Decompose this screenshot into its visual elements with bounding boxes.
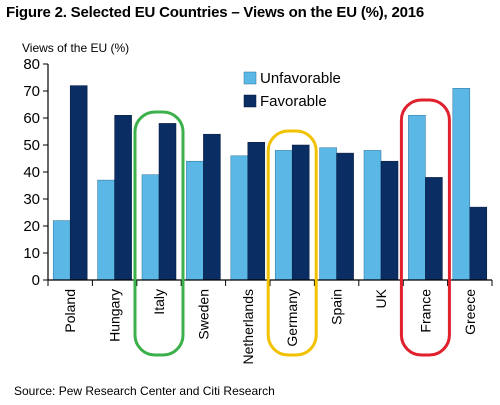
category-label-germany: Germany — [284, 289, 300, 347]
bar-favorable-poland — [69, 85, 88, 281]
highlight-oval-germany — [266, 129, 318, 357]
y-tick-label: 30 — [23, 191, 40, 208]
legend-swatch-unfavorable — [243, 71, 257, 85]
figure-source: Source: Pew Research Center and Citi Res… — [14, 384, 275, 398]
bar-favorable-netherlands — [247, 142, 266, 281]
category-label-greece: Greece — [462, 289, 478, 335]
bars — [52, 85, 488, 281]
bar-favorable-spain — [336, 152, 354, 281]
y-tick-label: 70 — [23, 83, 40, 100]
y-axis-title: Views of the EU (%) — [22, 41, 129, 55]
bar-unfavorable-hungary — [97, 179, 115, 281]
y-tick-label: 40 — [23, 164, 40, 181]
bar-favorable-uk — [380, 160, 399, 281]
bar-unfavorable-poland — [52, 220, 71, 281]
bar-favorable-greece — [469, 206, 488, 281]
category-label-uk: UK — [373, 288, 389, 308]
category-label-hungary: Hungary — [107, 289, 123, 342]
y-tick-label: 80 — [23, 56, 40, 73]
highlight-ovals — [133, 98, 451, 357]
bar-unfavorable-spain — [319, 147, 337, 281]
legend-swatch-favorable — [243, 94, 257, 108]
category-label-poland: Poland — [62, 289, 78, 333]
bar-favorable-france — [425, 177, 443, 281]
category-label-spain: Spain — [329, 289, 345, 325]
y-tick-label: 20 — [23, 218, 40, 235]
y-tick-label: 10 — [23, 245, 40, 262]
y-tick-label: 60 — [23, 110, 40, 127]
axes — [47, 64, 493, 286]
bar-favorable-sweden — [203, 133, 221, 281]
bar-favorable-hungary — [114, 115, 132, 281]
bar-favorable-italy — [158, 123, 177, 281]
legend-label-favorable: Favorable — [260, 93, 327, 110]
y-axis-ticks: 0 10 20 30 40 50 60 70 80 — [23, 56, 48, 289]
bar-unfavorable-sweden — [186, 160, 204, 281]
category-label-sweden: Sweden — [195, 289, 211, 340]
y-tick-label: 0 — [32, 272, 40, 289]
bar-favorable-germany — [291, 144, 310, 281]
figure-title: Figure 2. Selected EU Countries – Views … — [6, 4, 425, 21]
legend: Unfavorable Favorable — [243, 70, 341, 110]
bar-unfavorable-greece — [452, 88, 471, 281]
bar-unfavorable-uk — [363, 150, 382, 281]
category-label-france: France — [417, 289, 433, 333]
category-label-netherlands: Netherlands — [240, 289, 256, 365]
highlight-oval-france — [399, 98, 451, 357]
bar-unfavorable-italy — [141, 174, 160, 281]
category-labels: Poland Hungary Italy Sweden Netherlands Germa… — [62, 288, 478, 364]
bar-unfavorable-germany — [274, 150, 293, 281]
highlight-oval-italy — [133, 110, 185, 357]
bar-unfavorable-netherlands — [230, 155, 249, 281]
category-label-italy: Italy — [151, 289, 167, 315]
legend-label-unfavorable: Unfavorable — [260, 70, 341, 87]
y-tick-label: 50 — [23, 137, 40, 154]
bar-unfavorable-france — [408, 115, 426, 281]
